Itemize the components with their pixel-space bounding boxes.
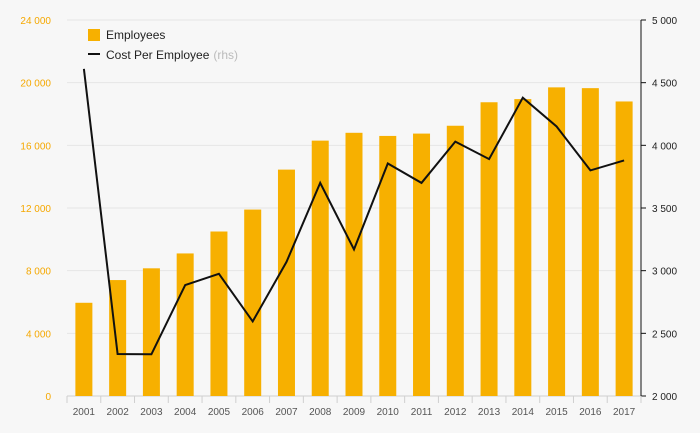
legend: Employees Cost Per Employee (rhs): [88, 28, 238, 62]
bar-employees: [345, 132, 363, 397]
series-line-cost-per-employee: [82, 68, 625, 356]
right-tick-label: 3 000: [652, 267, 677, 278]
bar-employees: [210, 231, 228, 396]
left-axis: 0 4 000 8 000 12 000 16 000 20 000 24 000: [20, 16, 51, 403]
bar-employees: [379, 135, 397, 396]
x-tick-label: 2015: [545, 407, 568, 418]
bar-employees: [75, 302, 93, 396]
x-tick-label: 2010: [377, 407, 400, 418]
x-tick-label: 2007: [275, 407, 298, 418]
x-tick-label: 2002: [107, 407, 130, 418]
bar-employees: [176, 253, 194, 396]
cost-line-layer: [82, 68, 625, 356]
bar-employees: [109, 280, 127, 396]
left-tick-label: 16 000: [20, 141, 51, 152]
x-tick-label: 2017: [613, 407, 636, 418]
right-tick-label: 2 000: [652, 392, 677, 403]
left-tick-label: 24 000: [20, 16, 51, 27]
x-tick-label: 2003: [140, 407, 163, 418]
bar-employees: [244, 209, 262, 396]
x-tick-label: 2006: [242, 407, 265, 418]
x-tick-label: 2011: [411, 407, 433, 418]
x-tick-label: 2009: [343, 407, 366, 418]
bar-employees: [480, 102, 498, 396]
left-tick-label: 8 000: [26, 267, 51, 278]
right-tick-label: 2 500: [652, 329, 677, 340]
bar-employees: [514, 99, 532, 396]
legend-employees-swatch: [88, 29, 100, 41]
right-tick-label: 5 000: [652, 16, 677, 27]
right-tick-label: 4 500: [652, 79, 677, 90]
bar-employees: [413, 133, 431, 397]
x-tick-label: 2004: [174, 407, 197, 418]
right-tick-label: 3 500: [652, 204, 677, 215]
x-axis: 2001 2002 2003 2004 2005 2006 2007 2008 2009 2010…: [66, 396, 642, 418]
legend-cost-name: Cost Per Employee: [106, 48, 210, 62]
x-tick-label: 2001: [73, 407, 96, 418]
left-tick-label: 0: [45, 392, 51, 403]
bar-employees: [142, 268, 160, 396]
bar-employees: [548, 87, 566, 396]
right-axis: 2 000 2 500 3 000 3 500 4 000 4 500 5 000: [640, 16, 677, 403]
bar-employees: [446, 125, 464, 396]
x-tick-label: 2012: [444, 407, 467, 418]
right-tick-label: 4 000: [652, 141, 677, 152]
legend-cost-label: Cost Per Employee (rhs): [106, 48, 238, 62]
left-tick-label: 20 000: [20, 79, 51, 90]
x-tick-label: 2016: [579, 407, 602, 418]
left-tick-label: 12 000: [20, 204, 51, 215]
bar-employees: [615, 101, 633, 396]
x-tick-label: 2013: [478, 407, 501, 418]
left-tick-label: 4 000: [26, 329, 51, 340]
x-tick-label: 2005: [208, 407, 231, 418]
bar-employees: [277, 169, 295, 396]
x-tick-label: 2008: [309, 407, 332, 418]
bar-employees: [581, 88, 599, 397]
legend-cost-suffix: (rhs): [213, 48, 238, 62]
legend-employees-label: Employees: [106, 28, 165, 42]
x-tick-label: 2014: [512, 407, 535, 418]
bar-employees: [311, 140, 329, 396]
employee-bars: [75, 87, 633, 397]
